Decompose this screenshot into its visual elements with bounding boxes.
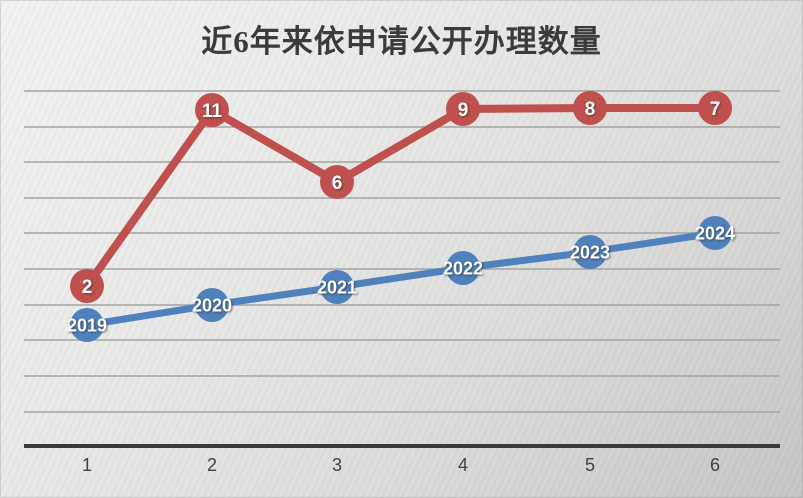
blue-series-data-label: 2021 — [317, 277, 357, 297]
red-series-data-label: 9 — [458, 100, 469, 121]
chart-title: 近6年来依申请公开办理数量 — [201, 24, 602, 59]
red-series-data-label: 11 — [202, 101, 223, 122]
blue-series-marker — [446, 251, 480, 285]
red-series-marker — [446, 92, 480, 126]
red-series-data-label: 2 — [82, 277, 93, 298]
red-series-marker — [698, 91, 732, 125]
blue-series-line — [83, 229, 719, 329]
red-series-marker — [195, 93, 229, 127]
red-series-marker — [70, 269, 104, 303]
blue-series-data-label: 2020 — [192, 295, 232, 315]
blue-series-data-label: 2023 — [570, 242, 610, 262]
x-tick-label: 3 — [332, 455, 342, 475]
red-series-data-label: 6 — [332, 173, 343, 194]
blue-series-marker — [320, 270, 354, 304]
blue-series-data-label: 2024 — [695, 223, 735, 243]
blue-series-data-label: 2022 — [443, 258, 483, 278]
x-tick-label: 2 — [207, 455, 217, 475]
red-series-marker — [320, 165, 354, 199]
blue-series-marker — [573, 235, 607, 269]
red-series-marker — [573, 91, 607, 125]
x-tick-label: 5 — [585, 455, 595, 475]
blue-series-data-label: 2019 — [67, 315, 107, 335]
red-series-line — [83, 104, 719, 290]
x-tick-label: 6 — [710, 455, 720, 475]
blue-series-marker — [698, 216, 732, 250]
blue-series-marker — [195, 288, 229, 322]
blue-series-marker — [70, 308, 104, 342]
x-tick-label: 1 — [82, 455, 92, 475]
red-series-data-label: 8 — [585, 99, 596, 120]
red-series-data-label: 7 — [710, 99, 721, 120]
x-tick-label: 4 — [458, 455, 468, 475]
